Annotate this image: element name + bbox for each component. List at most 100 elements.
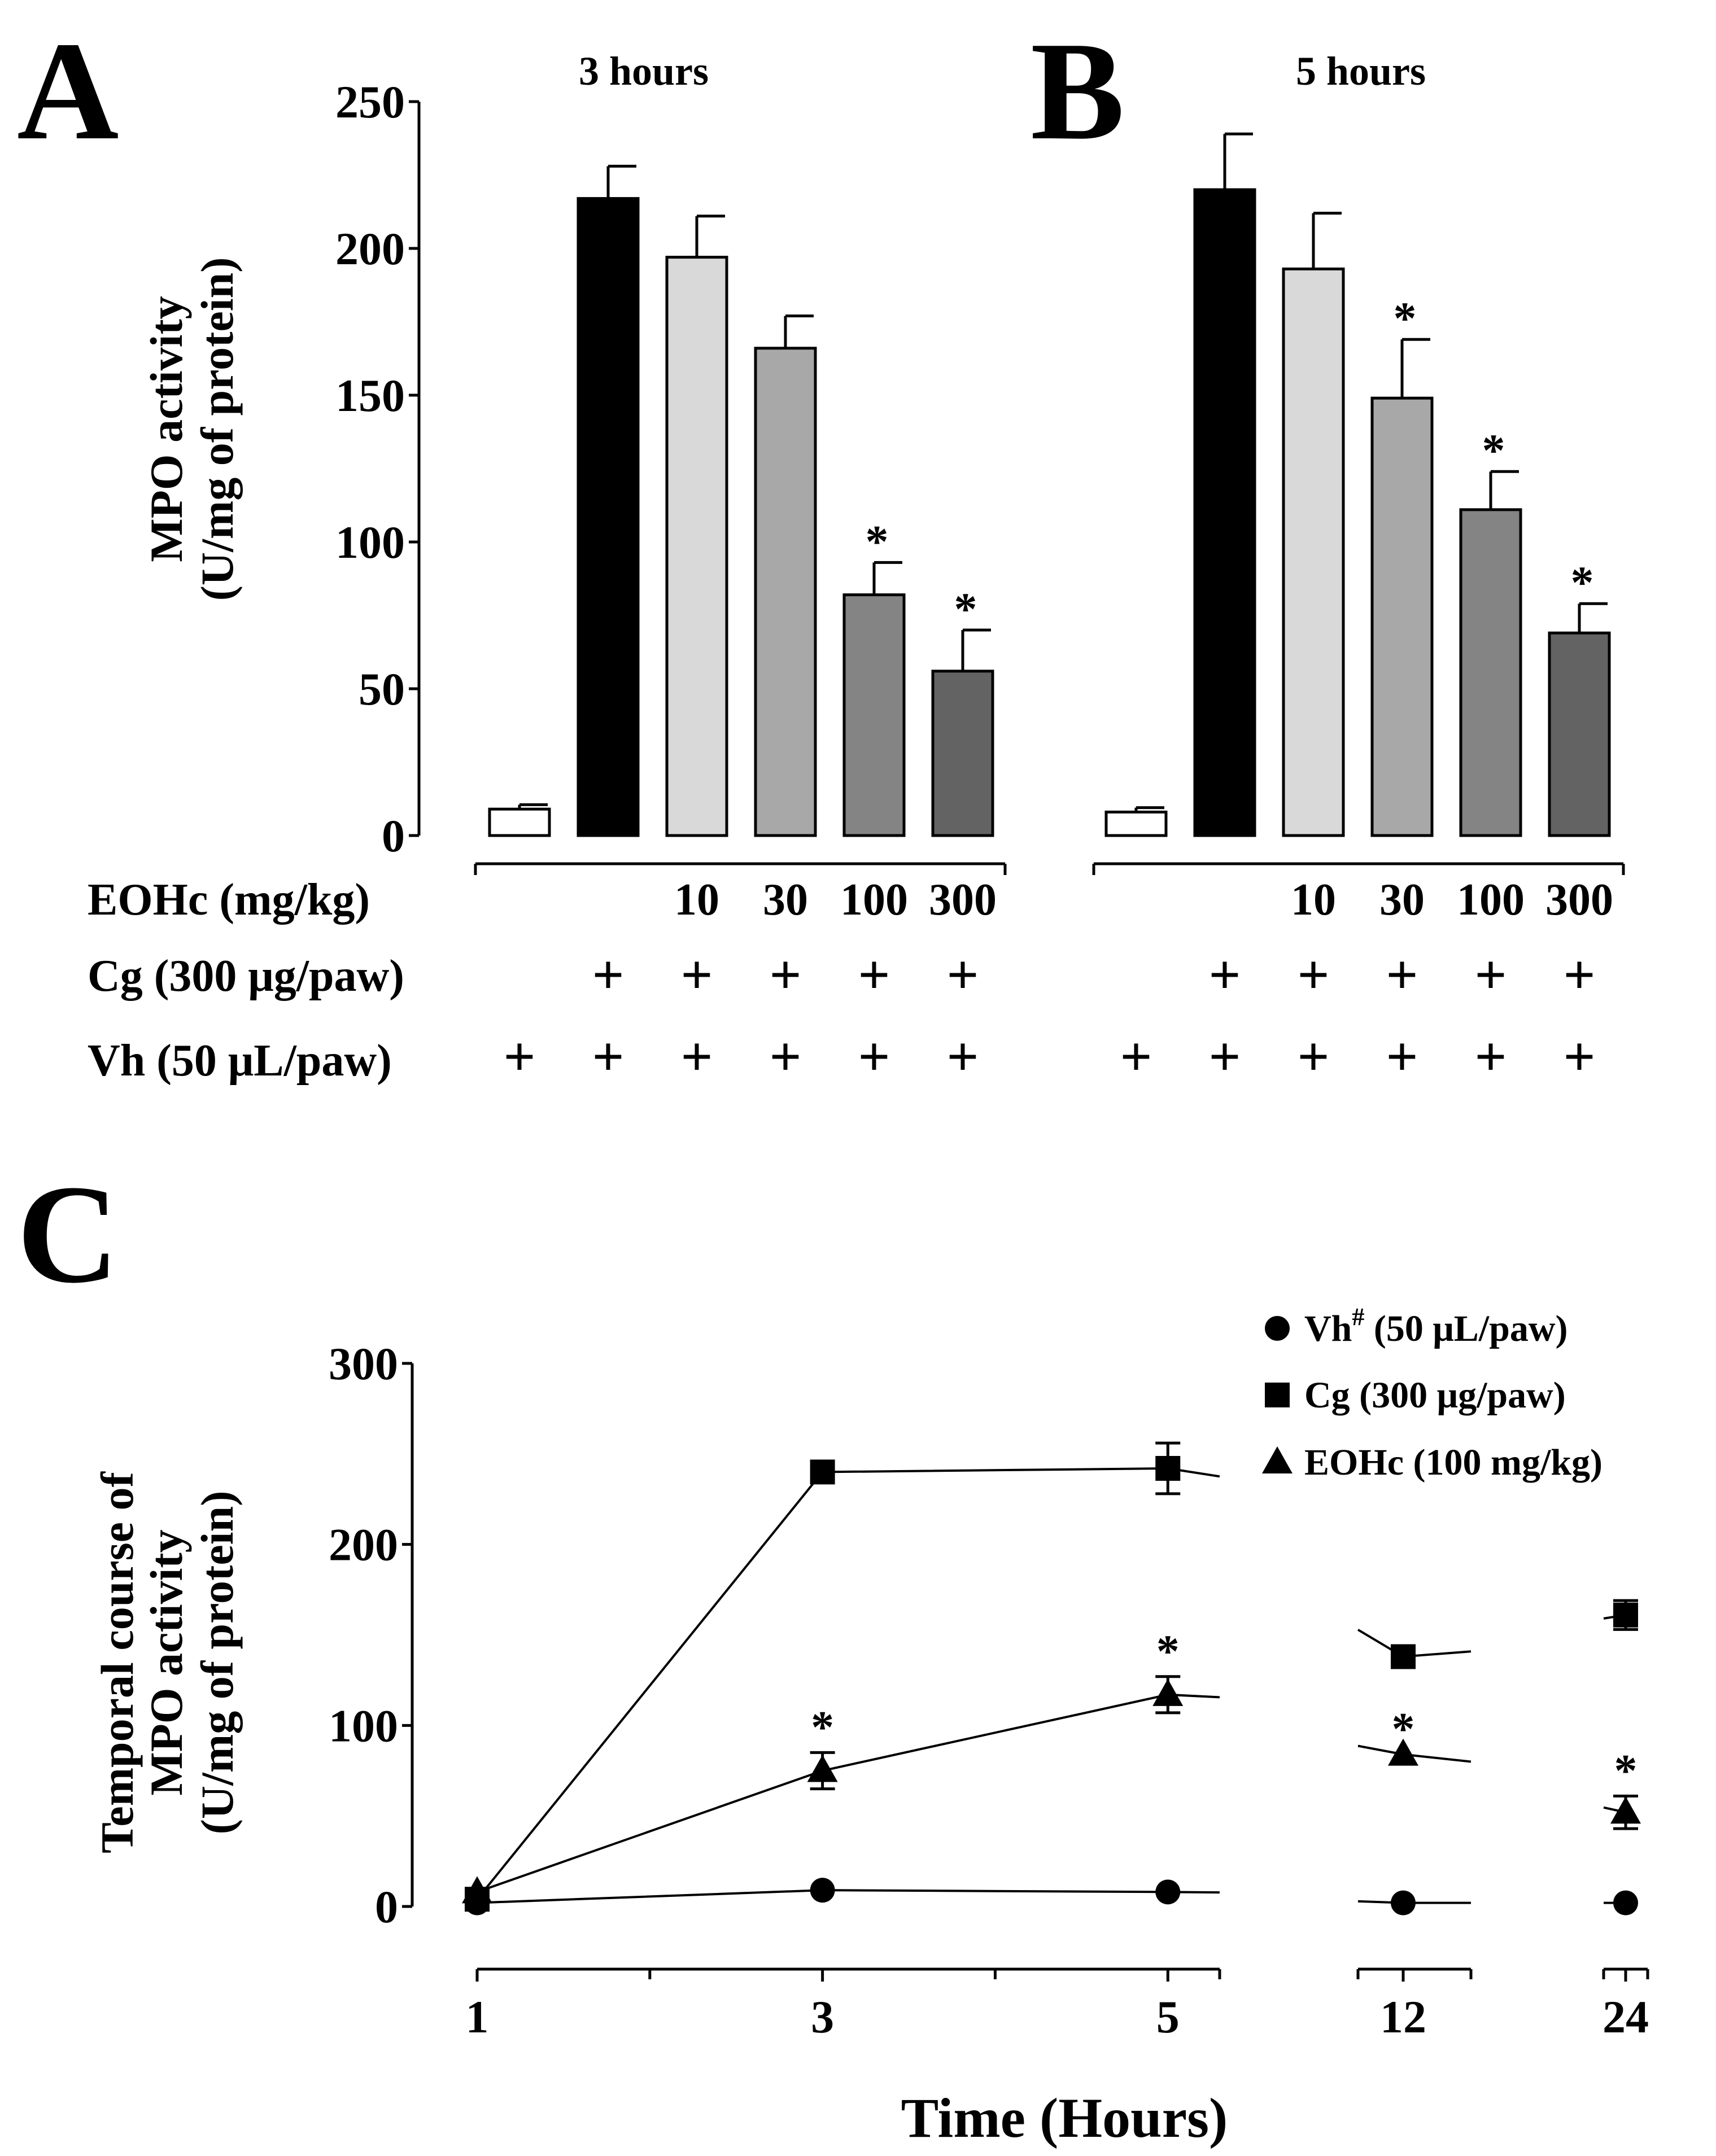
panel-c-significance-star: *: [1392, 1703, 1415, 1755]
panel-a-significance-star: *: [866, 515, 889, 567]
panel-c-marker-eohc: [1388, 1738, 1418, 1766]
panel-b: B 5 hours + + +10 + + * 30 + + * 100 + + * 300 + +: [1031, 13, 1625, 1088]
panel-b-treatment-plus: +: [1475, 943, 1507, 1006]
legend-suffix-cg: (300 μg/paw): [1350, 1375, 1566, 1416]
panel-c-x-tick-label: 24: [1603, 1991, 1649, 2043]
panel-a-treatment-plus: +: [858, 943, 890, 1006]
panel-a-treatment-plus: +: [770, 1025, 802, 1088]
panel-a-y-tick-label: 0: [382, 810, 405, 861]
panel-c-xlabel: Time (Hours): [901, 2087, 1228, 2149]
panel-a-dose-label: 300: [929, 875, 997, 925]
panel-b-treatment-plus: +: [1209, 1025, 1241, 1088]
panel-b-significance-star: *: [1482, 425, 1505, 476]
panel-c-x-tick-label: 1: [466, 1991, 489, 2043]
panel-a-y-tick-label: 50: [359, 663, 405, 715]
panel-a-ylabel-line-1: MPO activity: [141, 296, 192, 562]
panel-a-treatment-plus: +: [592, 943, 625, 1006]
panel-b-bar: [1104, 810, 1168, 837]
panel-a-treatment-plus: +: [681, 1025, 713, 1088]
panel-a-dose-label: 30: [763, 875, 808, 925]
panel-b-bar: [1282, 267, 1345, 837]
panel-c-marker-vh: [1613, 1890, 1638, 1916]
legend-name-vh: Vh: [1304, 1308, 1352, 1349]
panel-b-treatment-plus: +: [1298, 943, 1330, 1006]
legend-label-cg: Cg (300 μg/paw): [1304, 1375, 1566, 1416]
panel-letter-a: A: [17, 13, 119, 169]
panel-b-dose-label: 100: [1457, 875, 1525, 925]
panel-a-ylabel-line-2: (U/mg of protein): [191, 257, 243, 601]
panel-c-marker-eohc: [807, 1755, 838, 1782]
panel-a-significance-star: *: [954, 583, 977, 635]
panel-c-marker-eohc: [1610, 1796, 1641, 1824]
legend-superscript-vh: #: [1352, 1303, 1364, 1331]
panel-c-marker-vh: [1391, 1890, 1416, 1916]
panel-c-marker-eohc: [1152, 1678, 1184, 1706]
legend-marker-vh: [1265, 1316, 1290, 1341]
row-label-cg: Cg (300 μg/paw): [88, 951, 404, 1001]
panel-c-x-tick-label: 3: [811, 1991, 834, 2043]
panel-a-y-tick-label: 200: [335, 223, 405, 274]
legend-label-eohc: EOHc (100 mg/kg): [1304, 1442, 1603, 1483]
legend-name-cg: Cg: [1304, 1375, 1350, 1416]
panel-a-bar: [488, 807, 551, 837]
panel-c-y-tick-label: 100: [329, 1700, 398, 1751]
panel-a-bar: [842, 593, 906, 837]
panel-b-title: 5 hours: [1296, 49, 1426, 94]
panel-b-bar: [1193, 188, 1256, 837]
panel-b-treatment-plus: +: [1564, 943, 1596, 1006]
panel-a-dose-label: 100: [840, 875, 908, 925]
panel-b-significance-star: *: [1394, 292, 1417, 344]
panel-c-significance-star: *: [1614, 1744, 1638, 1796]
panel-c-marker-vh: [810, 1878, 835, 1903]
panel-a-bar: [754, 347, 817, 837]
panel-c-x-tick-label: 12: [1380, 1991, 1426, 2043]
panel-c-significance-star: *: [1156, 1625, 1180, 1677]
panel-a-treatment-plus: +: [947, 1025, 979, 1088]
panel-c-marker-cg: [1391, 1644, 1416, 1669]
row-label-vh: Vh (50 μL/paw): [88, 1036, 392, 1086]
panel-a-y-tick-label: 100: [335, 517, 405, 568]
legend-suffix-eohc: (100 mg/kg): [1404, 1442, 1603, 1483]
panel-a-treatment-plus: +: [504, 1025, 536, 1088]
row-label-eohc: EOHc (mg/kg): [88, 875, 370, 925]
panel-c-marker-cg: [810, 1459, 835, 1485]
panel-a: A 3 hours MPO activity (U/mg of protein)…: [17, 13, 1007, 1088]
panel-c-y-tick-label: 200: [329, 1519, 398, 1571]
legend-marker-eohc: [1262, 1446, 1293, 1473]
panel-c-line-cg: [476, 1467, 1220, 1900]
panel-b-treatment-plus: +: [1209, 943, 1241, 1006]
panel-c-line-eohc: [477, 1693, 1220, 1893]
panel-c-y-tick-label: 300: [329, 1338, 398, 1389]
panel-c: C Temporal course of MPO activity (U/mg …: [17, 1156, 1649, 2149]
panel-c-marker-cg: [1155, 1455, 1181, 1481]
legend-label-vh: Vh# (50 μL/paw): [1304, 1303, 1567, 1349]
panel-c-marker-eohc: [462, 1876, 492, 1904]
panel-letter-b: B: [1031, 13, 1125, 169]
panel-c-legend: Vh# (50 μL/paw) Cg (300 μg/paw) EOHc (100 …: [1262, 1303, 1603, 1483]
panel-a-treatment-plus: +: [592, 1025, 625, 1088]
panel-a-bar: [931, 670, 994, 837]
panel-a-bar: [577, 197, 640, 837]
panel-c-plot: 0 100 200 300 1 3 5 12 24 * * * *: [329, 1338, 1649, 2043]
treatment-labels: EOHc (mg/kg) Cg (300 μg/paw) Vh (50 μL/p…: [88, 875, 404, 1086]
panel-c-ylabel-line-1: Temporal course of: [91, 1471, 143, 1853]
panel-a-treatment-plus: +: [947, 943, 979, 1006]
panel-c-line-vh: [477, 1889, 1220, 1904]
legend-suffix-vh: (50 μL/paw): [1364, 1308, 1567, 1349]
panel-b-treatment-plus: +: [1564, 1025, 1596, 1088]
panel-b-dose-label: 10: [1291, 875, 1336, 925]
panel-b-bar: [1459, 508, 1522, 837]
panel-letter-c: C: [17, 1156, 119, 1313]
panel-c-ylabel-line-2: MPO activity: [141, 1529, 192, 1795]
panel-a-bars: 0 50 100 150 200 250 + + +10 + +30 + + * 100 + + * 300 + +: [335, 76, 1007, 1088]
panel-a-treatment-plus: +: [858, 1025, 890, 1088]
panel-c-x-tick-label: 5: [1156, 1991, 1180, 2043]
panel-b-treatment-plus: +: [1475, 1025, 1507, 1088]
panel-c-marker-vh: [1155, 1879, 1181, 1905]
panel-a-treatment-plus: +: [681, 943, 713, 1006]
panel-b-dose-label: 300: [1545, 875, 1613, 925]
panel-a-y-tick-label: 250: [335, 76, 405, 128]
panel-c-marker-cg: [1613, 1602, 1638, 1628]
panel-b-bars: + + +10 + + * 30 + + * 100 + + * 300 + +: [1092, 132, 1625, 1088]
